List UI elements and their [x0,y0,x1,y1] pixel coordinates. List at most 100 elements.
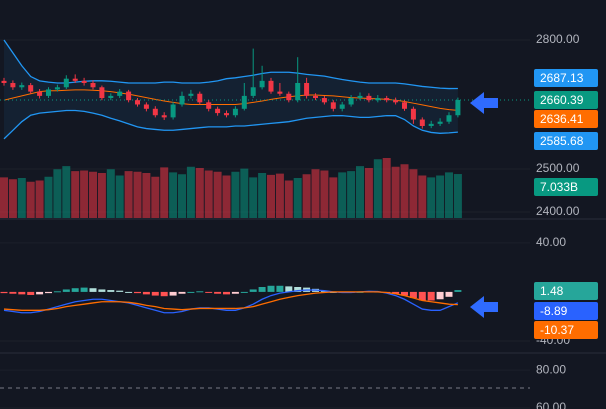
volume-bar [204,170,213,218]
price-tag-box [534,110,598,128]
macd-histogram-bar [134,291,141,294]
volume-bar [186,166,195,218]
volume-bar [338,172,347,218]
macd-histogram-bar [445,291,453,297]
price-tag-label: 2687.13 [540,71,584,85]
macd-histogram-bar [249,289,257,292]
macd-histogram-bar [454,290,462,292]
volume-bar [169,172,178,218]
price-tag-box [534,282,598,300]
candle-body [304,82,310,96]
candle-body [375,98,381,101]
volume-bar [302,174,311,218]
price-tag: 2636.41 [534,110,598,128]
pointer-arrow [470,296,498,318]
volume-bar [44,176,53,218]
volume-bar [231,171,240,218]
price-tag: 2687.13 [534,69,598,87]
candle-body [277,91,283,94]
price-tag: 2660.39 [534,91,598,109]
candle-body [197,93,203,103]
price-tag-label: 1.48 [540,284,564,298]
band-lower [3,109,458,140]
band-fill [4,39,458,139]
macd-histogram-bar [36,291,44,295]
volume-bar [284,180,293,218]
candle-body [393,100,399,103]
price-tag: -10.37 [534,321,598,339]
volume-bar [151,176,160,218]
candle-body [161,115,167,118]
candle-body [321,98,327,103]
macd-histogram-bar [418,291,426,301]
price-tag: 1.48 [534,282,598,300]
volume-bar [240,168,249,218]
volume-bar [0,177,8,218]
volume-bar [53,169,62,218]
volume-bar [8,179,17,218]
y-tick-label: 2800.00 [536,32,580,46]
candle-body [428,123,434,126]
candle-body [215,108,221,114]
candle-body [437,121,443,124]
volume-bar [427,177,436,218]
candle-body [99,87,105,99]
macd-histogram-bar [409,291,417,299]
macd-histogram-bar [27,291,35,295]
price-tag-box [534,132,598,150]
candle-body [259,80,265,88]
candle-body [402,102,407,109]
candle-body [268,80,274,92]
price-tag: -8.89 [534,302,598,320]
macd-histogram-bar [98,289,106,292]
macd-histogram-bar [276,285,284,292]
macd-histogram-bar [116,290,124,292]
candle-body [46,89,51,96]
volume-bar [26,181,35,218]
volume-bar [71,171,80,218]
macd-histogram-bar [169,291,177,296]
candle-body [348,98,354,105]
volume-bar [178,174,186,218]
macd-histogram-bar [258,287,266,292]
volume-bar [115,175,124,218]
y-tick-label: 60.00 [536,400,566,409]
macd-histogram-bar [9,291,17,294]
macd-histogram-bar [71,288,79,292]
volume-bar [97,173,106,218]
volume-bar [17,178,26,218]
macd-histogram-bar [53,291,61,293]
price-tag-box [534,69,598,87]
volume-bar [80,170,89,218]
volume-bar [142,173,151,218]
volume-bar [391,166,400,218]
volume-bar [213,171,222,218]
candle-body [339,104,345,109]
band-basis [3,89,458,111]
candle-body [152,108,158,116]
candle-body [224,113,229,116]
candle-body [19,85,25,88]
macd-histogram-bar [80,287,88,292]
price-tag-box [534,302,598,320]
price-tag-label: -8.89 [540,304,568,318]
signal-line [3,291,458,311]
y-tick-label: 2900.00 [536,0,580,3]
candle-body [1,80,7,83]
macd-histogram-bar [178,291,186,294]
volume-bar [124,171,133,218]
candle-body [295,82,301,101]
macd-histogram-bar [160,291,168,297]
macd-histogram-bar [231,291,239,294]
price-tag: 2585.68 [534,132,598,150]
candle-body [250,87,256,96]
macd-histogram-bar [427,291,435,301]
volume-bar [418,175,427,218]
volume-bar [364,168,373,218]
macd-histogram-bar [18,291,26,295]
volume-bar [329,177,338,218]
candle-body [366,95,372,101]
candle-body [419,119,425,126]
price-tag-label: 2636.41 [540,112,584,126]
y-tick-label: 2500.00 [536,161,580,175]
